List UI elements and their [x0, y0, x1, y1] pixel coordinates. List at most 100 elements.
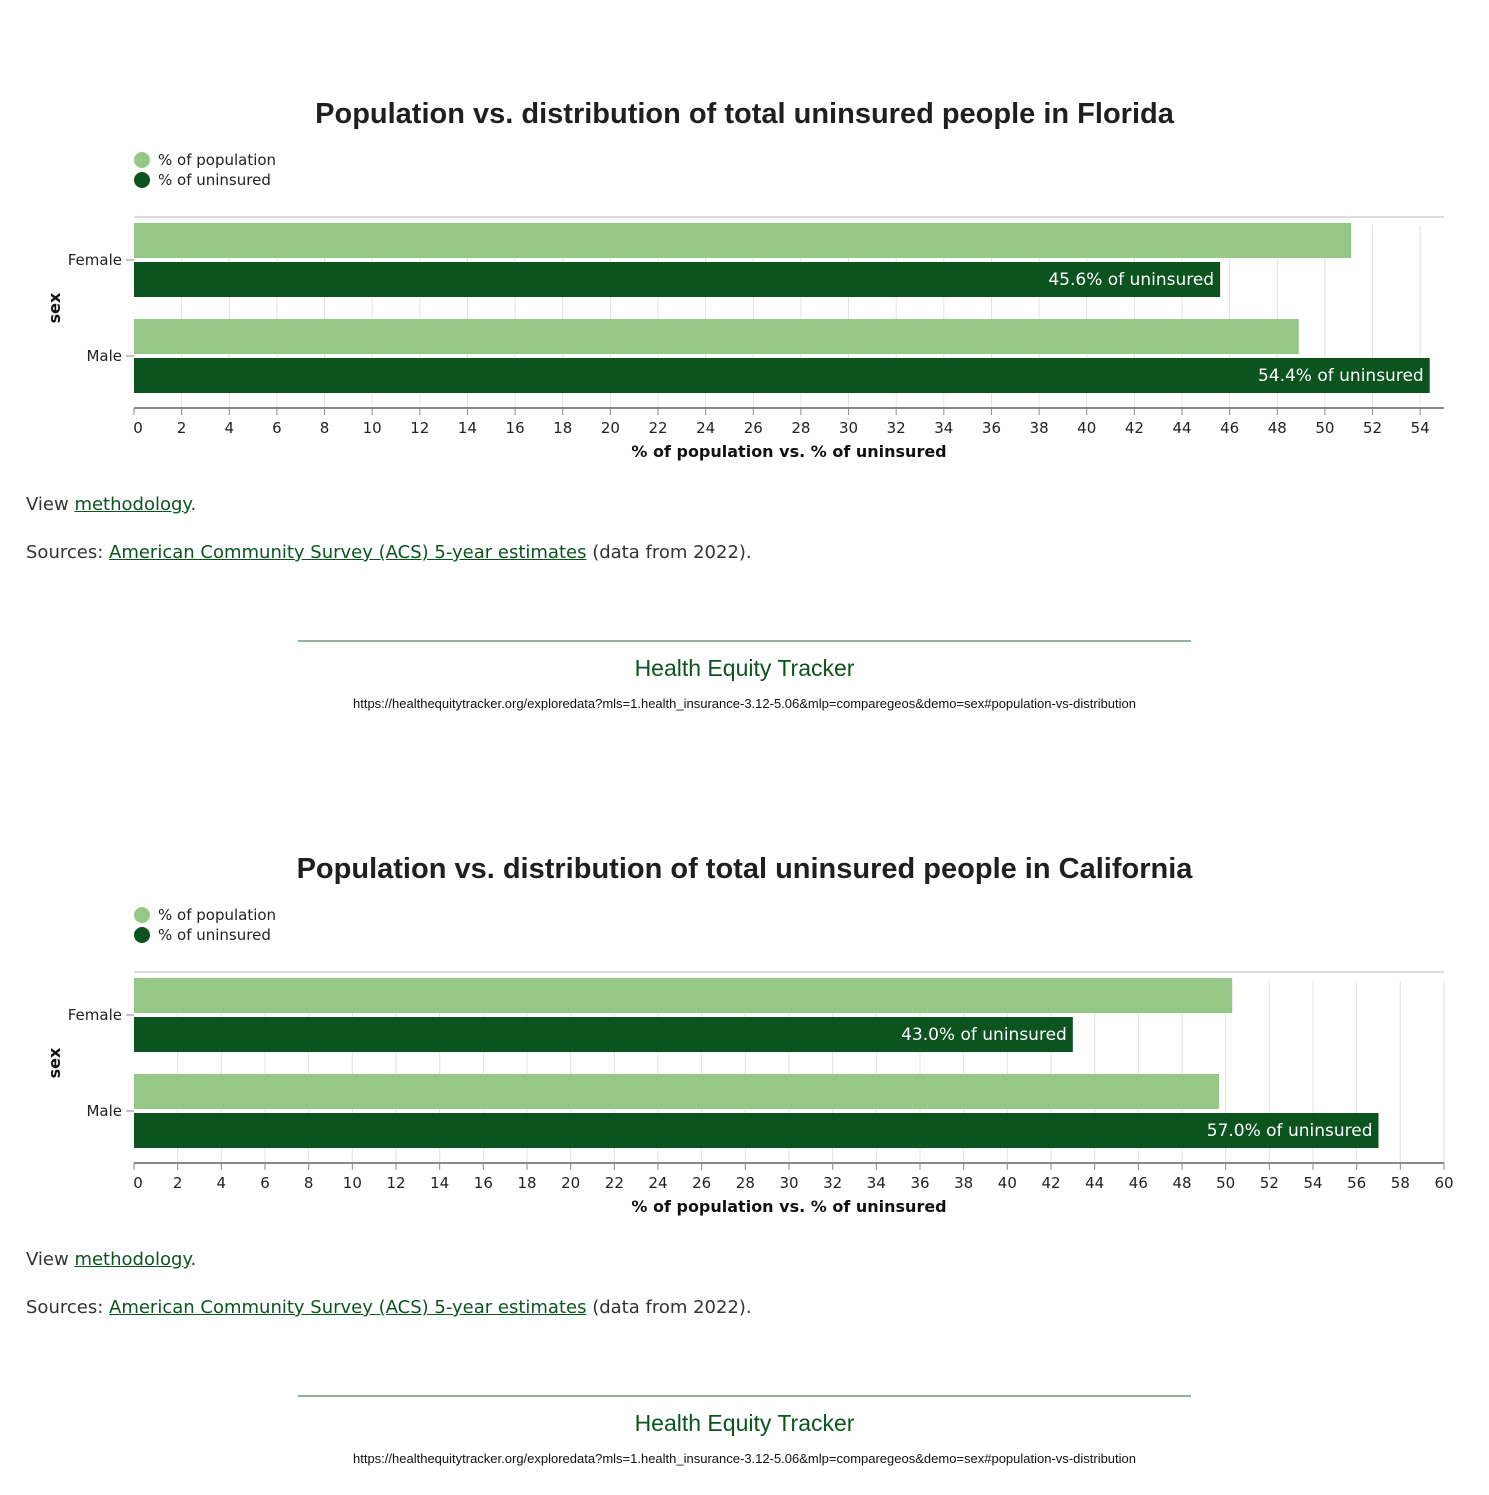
bar-population-female [134, 223, 1352, 258]
x-tick-label: 42 [1041, 1174, 1060, 1192]
x-tick-label: 42 [1125, 419, 1144, 437]
x-tick-label: 18 [553, 419, 572, 437]
x-tick-label: 50 [1315, 419, 1334, 437]
methodology-link[interactable]: methodology [74, 1249, 191, 1270]
footer-divider [298, 640, 1191, 642]
x-tick-label: 26 [744, 419, 763, 437]
x-tick-label: 2 [177, 419, 187, 437]
x-tick-label: 24 [696, 419, 715, 437]
legend-swatch-uninsured [134, 172, 150, 188]
x-tick-label: 52 [1260, 1174, 1279, 1192]
bar-population-female [134, 978, 1233, 1013]
x-tick-label: 52 [1363, 419, 1382, 437]
x-tick-label: 10 [363, 419, 382, 437]
sources-suffix: (data from 2022). [586, 1297, 752, 1318]
x-tick-label: 4 [224, 419, 234, 437]
x-tick-label: 0 [133, 1174, 143, 1192]
bar-uninsured-female [134, 1017, 1073, 1052]
y-tick-label: Male [86, 347, 122, 365]
x-tick-label: 36 [910, 1174, 929, 1192]
x-tick-label: 30 [839, 419, 858, 437]
y-tick-label: Male [86, 1102, 122, 1120]
x-tick-label: 38 [954, 1174, 973, 1192]
x-tick-label: 48 [1172, 1174, 1191, 1192]
x-axis-title: % of population vs. % of uninsured [631, 442, 946, 461]
x-tick-label: 44 [1172, 419, 1191, 437]
bar-uninsured-male [134, 1113, 1379, 1148]
x-tick-label: 2 [173, 1174, 183, 1192]
sources-prefix: Sources: [26, 542, 109, 563]
x-tick-label: 4 [217, 1174, 227, 1192]
footer-divider [298, 1395, 1191, 1397]
methodology-line: View methodology. [26, 1249, 196, 1270]
legend-label-population: % of population [158, 151, 277, 169]
x-tick-label: 32 [887, 419, 906, 437]
legend-item-population: % of population [134, 905, 276, 925]
share-url: https://healthequitytracker.org/explored… [353, 696, 1136, 711]
legend-swatch-population [134, 907, 150, 923]
sources-suffix: (data from 2022). [586, 542, 752, 563]
data-label-uninsured-male: 54.4% of uninsured [1258, 366, 1424, 386]
x-tick-label: 20 [601, 419, 620, 437]
x-tick-label: 56 [1347, 1174, 1366, 1192]
x-tick-label: 16 [474, 1174, 493, 1192]
x-tick-label: 36 [982, 419, 1001, 437]
legend-swatch-uninsured [134, 927, 150, 943]
x-tick-label: 44 [1085, 1174, 1104, 1192]
sources-line: Sources: American Community Survey (ACS)… [26, 542, 752, 563]
x-tick-label: 50 [1216, 1174, 1235, 1192]
x-tick-label: 40 [998, 1174, 1017, 1192]
x-tick-label: 28 [736, 1174, 755, 1192]
data-label-uninsured-female: 43.0% of uninsured [901, 1025, 1067, 1045]
x-tick-label: 12 [410, 419, 429, 437]
bar-uninsured-female [134, 262, 1221, 297]
y-axis-title: sex [45, 1047, 64, 1078]
x-tick-label: 54 [1411, 419, 1430, 437]
y-tick-label: Female [68, 1006, 122, 1024]
x-tick-label: 20 [561, 1174, 580, 1192]
legend-swatch-population [134, 152, 150, 168]
x-tick-label: 34 [934, 419, 953, 437]
view-suffix: . [190, 494, 197, 515]
chart-legend: % of population % of uninsured [134, 905, 276, 945]
x-tick-label: 60 [1434, 1174, 1453, 1192]
x-tick-label: 24 [648, 1174, 667, 1192]
sources-link[interactable]: American Community Survey (ACS) 5-year e… [109, 1297, 587, 1318]
x-tick-label: 14 [458, 419, 477, 437]
legend-item-population: % of population [134, 150, 276, 170]
chart-title: Population vs. distribution of total uni… [315, 98, 1174, 130]
legend-label-uninsured: % of uninsured [158, 171, 271, 189]
chart-legend: % of population % of uninsured [134, 150, 276, 190]
view-suffix: . [190, 1249, 197, 1270]
bar-population-male [134, 1074, 1220, 1109]
x-tick-label: 10 [343, 1174, 362, 1192]
x-tick-label: 46 [1129, 1174, 1148, 1192]
methodology-link[interactable]: methodology [74, 494, 191, 515]
x-tick-label: 14 [430, 1174, 449, 1192]
x-tick-label: 0 [133, 419, 143, 437]
methodology-line: View methodology. [26, 494, 196, 515]
x-tick-label: 48 [1268, 419, 1287, 437]
x-tick-label: 54 [1303, 1174, 1322, 1192]
chart-title: Population vs. distribution of total uni… [296, 853, 1193, 885]
x-tick-label: 58 [1391, 1174, 1410, 1192]
view-prefix: View [26, 494, 75, 515]
x-axis-title: % of population vs. % of uninsured [631, 1197, 946, 1216]
brand-name: Health Equity Tracker [634, 1410, 855, 1436]
x-tick-label: 28 [791, 419, 810, 437]
y-axis-title: sex [45, 292, 64, 323]
data-label-uninsured-male: 57.0% of uninsured [1207, 1121, 1373, 1141]
bar-population-male [134, 319, 1299, 354]
x-tick-label: 30 [779, 1174, 798, 1192]
y-tick-label: Female [68, 251, 122, 269]
sources-link[interactable]: American Community Survey (ACS) 5-year e… [109, 542, 587, 563]
data-label-uninsured-female: 45.6% of uninsured [1048, 270, 1214, 290]
x-tick-label: 8 [304, 1174, 314, 1192]
legend-item-uninsured: % of uninsured [134, 170, 276, 190]
legend-item-uninsured: % of uninsured [134, 925, 276, 945]
sources-line: Sources: American Community Survey (ACS)… [26, 1297, 752, 1318]
view-prefix: View [26, 1249, 75, 1270]
share-url: https://healthequitytracker.org/explored… [353, 1451, 1136, 1466]
x-tick-label: 40 [1077, 419, 1096, 437]
bar-uninsured-male [134, 358, 1430, 393]
